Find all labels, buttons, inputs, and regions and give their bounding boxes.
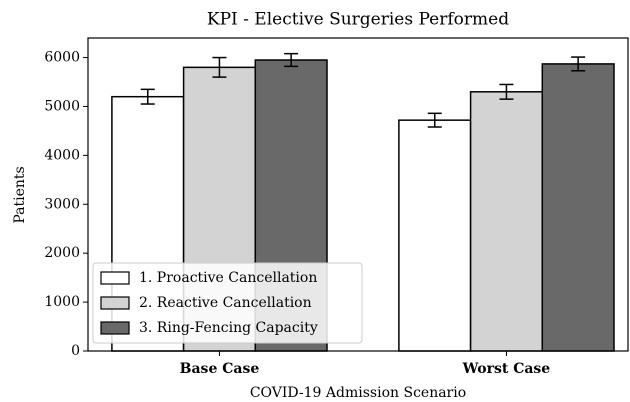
y-tick-label: 1000 xyxy=(44,294,80,310)
error-bar xyxy=(212,56,227,78)
legend-swatch xyxy=(100,271,130,285)
error-bar xyxy=(571,56,586,72)
y-tick-label: 0 xyxy=(71,343,80,359)
x-axis-label: COVID-19 Admission Scenario xyxy=(250,385,466,401)
legend-box xyxy=(92,262,363,344)
bar xyxy=(398,119,472,352)
chart-title: KPI - Elective Surgeries Performed xyxy=(207,10,509,30)
error-bar xyxy=(499,83,514,100)
x-tick-label: Base Case xyxy=(180,361,260,377)
y-axis-label: Patients xyxy=(12,166,28,223)
error-bar xyxy=(284,52,299,68)
legend-swatch xyxy=(100,321,130,335)
error-bar xyxy=(427,112,442,128)
bar xyxy=(469,91,544,352)
x-tick-label: Worst Case xyxy=(462,361,551,377)
error-bar xyxy=(140,88,155,105)
legend-label: 3. Ring-Fencing Capacity xyxy=(139,320,318,336)
y-tick-label: 3000 xyxy=(44,196,80,212)
plot-frame xyxy=(87,37,629,352)
y-tick-label: 5000 xyxy=(44,98,80,114)
legend-label: 1. Proactive Cancellation xyxy=(139,270,317,286)
legend-swatch xyxy=(100,296,130,310)
legend-label: 2. Reactive Cancellation xyxy=(139,295,312,311)
y-tick-label: 4000 xyxy=(44,147,80,163)
y-tick-label: 2000 xyxy=(44,245,80,261)
y-tick-label: 6000 xyxy=(44,50,80,66)
bar xyxy=(541,63,615,352)
